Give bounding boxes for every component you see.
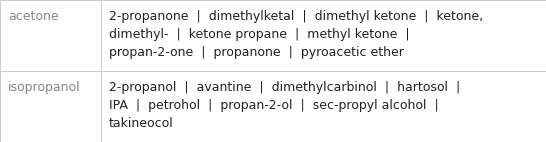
Text: 2-propanone  |  dimethylketal  |  dimethyl ketone  |  ketone,
dimethyl-  |  keto: 2-propanone | dimethylketal | dimethyl k…: [109, 10, 483, 59]
Text: isopropanol: isopropanol: [8, 81, 81, 94]
Text: 2-propanol  |  avantine  |  dimethylcarbinol  |  hartosol  |
IPA  |  petrohol  |: 2-propanol | avantine | dimethylcarbinol…: [109, 81, 460, 130]
Text: acetone: acetone: [8, 10, 58, 23]
